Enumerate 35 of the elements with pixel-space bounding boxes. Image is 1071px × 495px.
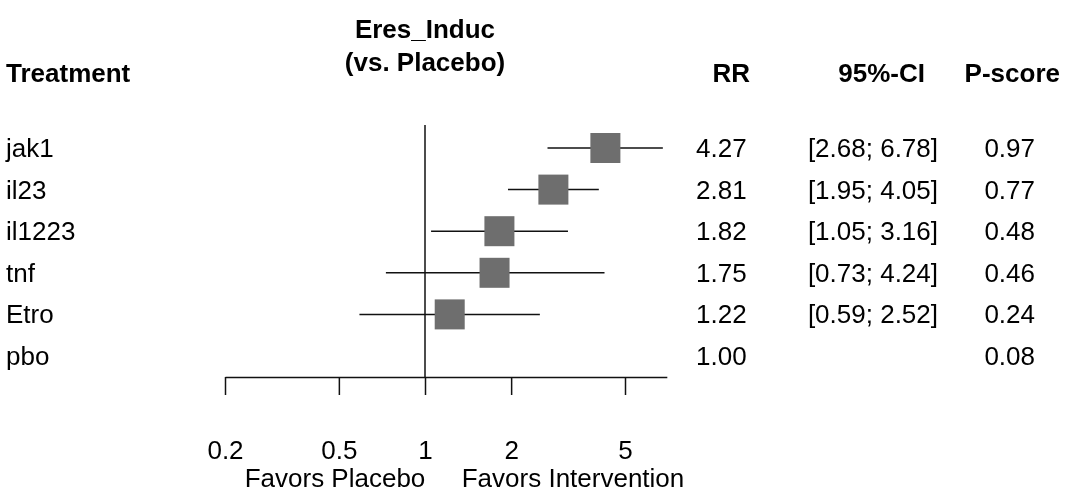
x-tick-label: 5 bbox=[618, 435, 633, 466]
x-tick-label: 0.2 bbox=[207, 435, 244, 466]
x-tick-label: 1 bbox=[418, 435, 433, 466]
text: 95%-CI bbox=[838, 58, 925, 88]
x-tick-label: 0.5 bbox=[321, 435, 358, 466]
text: P-score bbox=[964, 58, 1060, 88]
y-tick-label: il23 bbox=[6, 174, 47, 205]
y-tick-label: tnf bbox=[6, 257, 36, 288]
text: RR bbox=[712, 58, 751, 88]
y-tick-label: pbo bbox=[6, 341, 50, 371]
y-axis-title: Treatment bbox=[6, 58, 131, 88]
text: 0.97 bbox=[984, 133, 1035, 163]
text: [1.05; 3.16] bbox=[807, 216, 938, 247]
text: 0.08 bbox=[984, 341, 1035, 371]
y-tick-label: jak1 bbox=[5, 133, 54, 163]
data-label: 2.81 bbox=[696, 174, 747, 205]
text: [1.95; 4.05] bbox=[807, 174, 938, 205]
x-tick-label: 2 bbox=[504, 435, 519, 466]
chart-title: Eres_Induc (vs. Placebo) bbox=[344, 14, 506, 77]
text: 0.46 bbox=[984, 257, 1035, 288]
data-label: 1.22 bbox=[696, 299, 747, 330]
text: [2.68; 6.78] bbox=[807, 133, 938, 163]
text: [0.73; 4.24] bbox=[807, 257, 938, 288]
data-label: 1.75 bbox=[696, 257, 747, 288]
text: Favors Intervention bbox=[461, 463, 685, 493]
y-tick-label: Etro bbox=[6, 299, 54, 330]
text: 0.77 bbox=[984, 174, 1035, 205]
text: [0.59; 2.52] bbox=[807, 299, 938, 330]
y-tick-label: il1223 bbox=[6, 216, 76, 247]
text: 0.24 bbox=[984, 299, 1035, 330]
data-label: 4.27 bbox=[696, 133, 747, 163]
text: 0.48 bbox=[984, 216, 1035, 247]
text: Favors Placebo bbox=[244, 463, 426, 493]
text: 1.00 bbox=[696, 341, 747, 371]
data-label: 1.82 bbox=[696, 216, 747, 247]
